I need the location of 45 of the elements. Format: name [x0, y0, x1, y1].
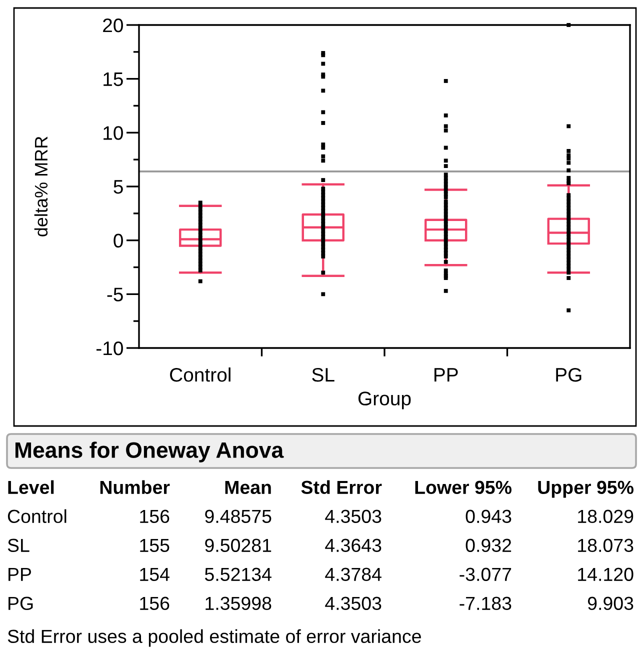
y-tick-label: 0	[114, 234, 123, 248]
text: PG	[8, 596, 33, 610]
text: 5.52134	[204, 568, 272, 582]
x-axis-title: Group	[358, 392, 411, 410]
text: 4.3503	[325, 596, 382, 610]
y-axis-title: delta% MRR	[34, 136, 48, 236]
y-tick-label: 5	[114, 180, 123, 194]
text: 9.903	[588, 596, 634, 610]
text: 1.35998	[206, 596, 272, 610]
y-tick-label: 10	[104, 126, 123, 140]
text: 4.3643	[325, 538, 382, 552]
text: 9.50281	[205, 538, 272, 552]
text: 14.120	[578, 568, 634, 582]
text: Control	[8, 509, 66, 524]
text: 154	[140, 568, 170, 582]
y-tick-label: 15	[104, 72, 123, 86]
text: Upper 95%	[538, 480, 634, 498]
y-tick-label: 20	[103, 18, 123, 32]
x-tick-label: PP	[434, 368, 458, 382]
x-tick-label: SL	[312, 368, 334, 382]
y-tick-label: -10	[96, 341, 123, 356]
text: Mean	[225, 480, 271, 494]
text: SL	[8, 538, 30, 552]
text: Std Error	[301, 480, 382, 494]
text: 0.932	[466, 538, 512, 552]
text: 4.3784	[325, 568, 382, 582]
text: Lower 95%	[415, 480, 512, 494]
text: 0.943	[466, 510, 512, 524]
text: -7.183	[460, 596, 512, 610]
text: Number	[100, 480, 170, 494]
text: 18.073	[578, 538, 634, 552]
text: Means for Oneway Anova	[15, 442, 284, 462]
text: 4.3503	[325, 510, 382, 524]
text: 156	[140, 596, 170, 610]
text: 18.029	[578, 510, 634, 524]
text: PP	[8, 568, 32, 581]
y-tick-label: -5	[107, 288, 123, 302]
x-tick-label: Control	[170, 367, 230, 382]
text: 9.48575	[205, 510, 272, 524]
text: Level	[8, 480, 54, 494]
x-tick-label: PG	[556, 368, 582, 382]
text: -3.077	[460, 568, 512, 582]
text: Std Error uses a pooled estimate of error variance	[8, 629, 421, 647]
text: 155	[140, 538, 170, 552]
text: 156	[140, 510, 170, 524]
